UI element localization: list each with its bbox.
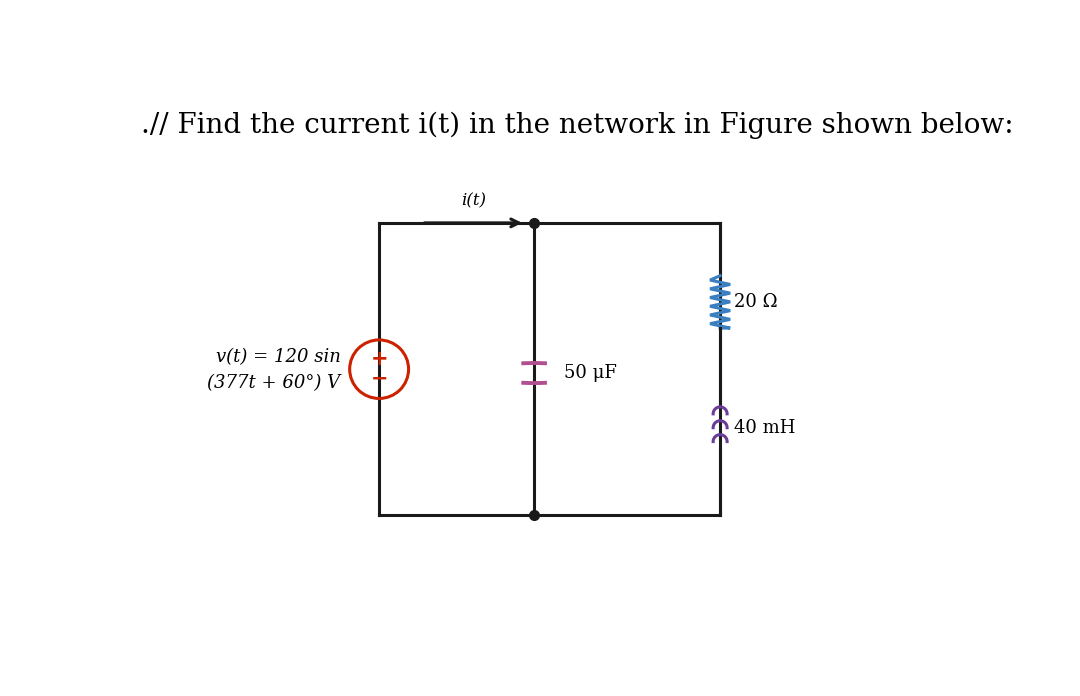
Text: i(t): i(t) <box>461 193 486 209</box>
Text: (377t + 60°) V: (377t + 60°) V <box>207 374 340 392</box>
Text: −: − <box>370 368 388 388</box>
Text: +: + <box>370 349 388 369</box>
Text: v(t) = 120 sin: v(t) = 120 sin <box>216 348 340 366</box>
Text: .// Find the current i(t) in the network in Figure shown below:: .// Find the current i(t) in the network… <box>141 111 1014 139</box>
Text: 40 mH: 40 mH <box>734 419 796 436</box>
Text: 20 Ω: 20 Ω <box>734 293 778 311</box>
Text: 50 μF: 50 μF <box>564 364 617 382</box>
